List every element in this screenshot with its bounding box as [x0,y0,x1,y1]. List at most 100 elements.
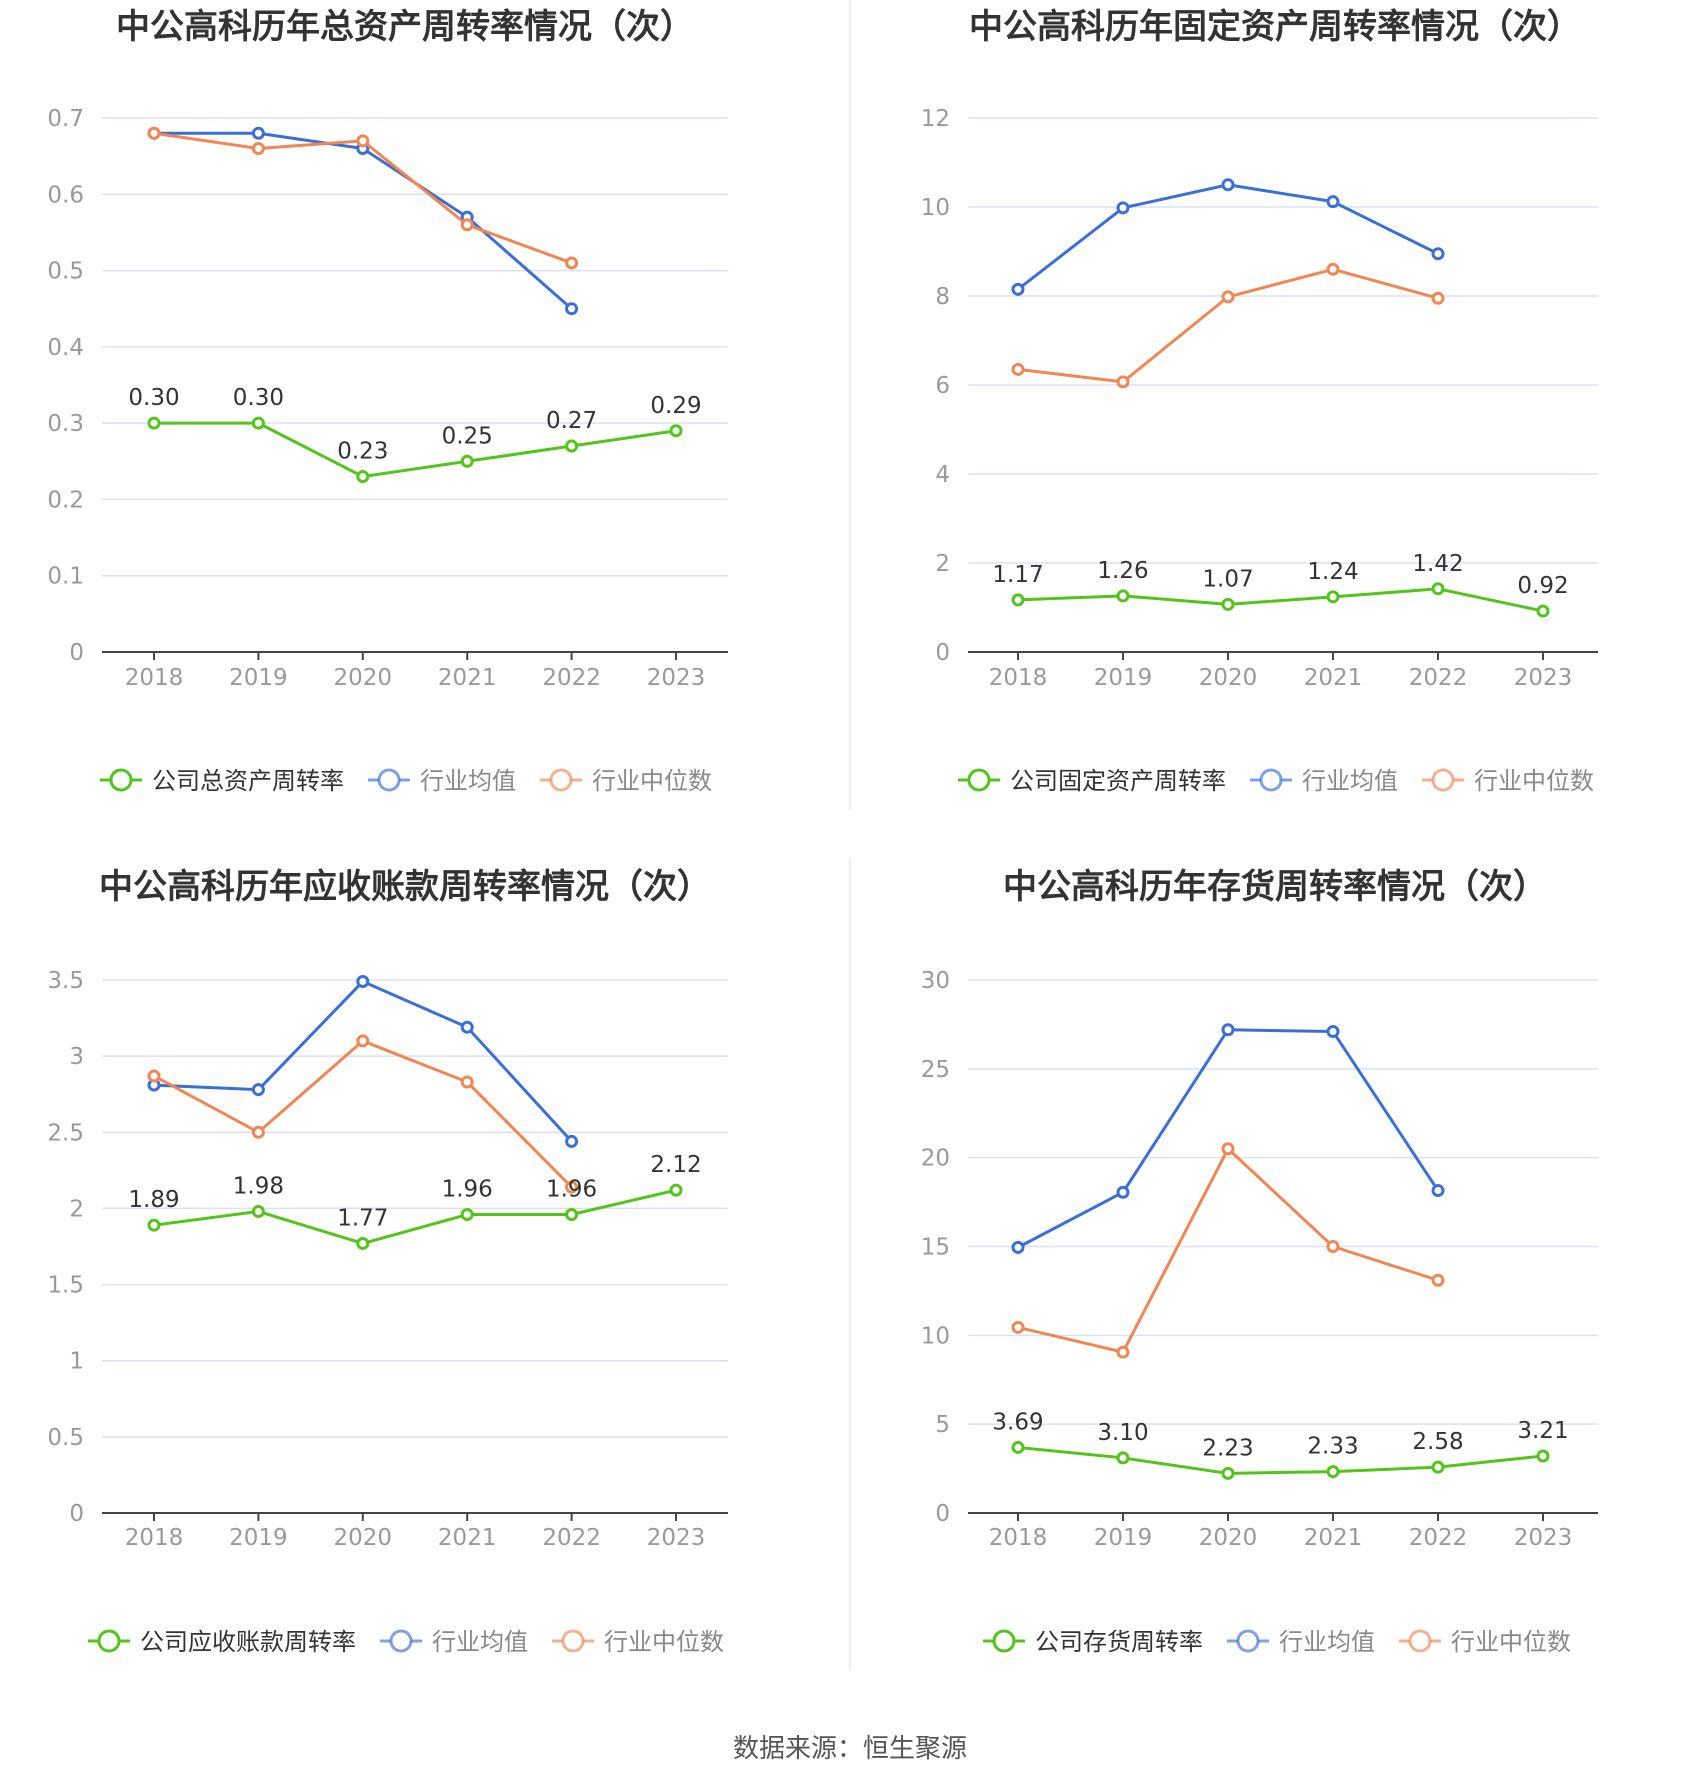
data-label: 1.96 [546,1177,597,1203]
x-tick-label: 2019 [1094,1525,1153,1551]
legend-marker [97,1629,121,1653]
data-point [1431,1460,1445,1474]
data-point [1011,593,1025,607]
data-point [147,1218,161,1232]
data-point [1221,1466,1235,1480]
series-line [153,1039,573,1189]
data-label: 1.17 [992,562,1043,588]
legend-marker [1431,768,1455,792]
data-label: 0.23 [337,439,388,465]
data-label: 1.07 [1202,566,1253,592]
legend-marker [1408,1629,1432,1653]
x-tick-label: 2020 [1199,1525,1258,1551]
x-tick-label: 2022 [542,665,601,691]
x-tick-label: 2018 [125,1525,184,1551]
data-point [1431,1184,1445,1198]
data-label: 0.30 [128,385,179,411]
data-point [356,134,370,148]
legend-label: 行业中位数 [1474,767,1594,795]
legend-marker [389,1629,413,1653]
legend-marker [549,768,573,792]
legend-item: 行业中位数 [552,1628,724,1656]
legend-label: 行业中位数 [604,1628,724,1656]
data-point [356,1236,370,1250]
data-point [1326,195,1340,209]
x-tick-label: 2023 [647,665,706,691]
data-point [1116,1451,1130,1465]
data-point [251,1083,265,1097]
y-tick-label: 30 [921,968,950,994]
x-tick-label: 2018 [989,1525,1048,1551]
data-label: 1.89 [128,1187,179,1213]
data-point [1011,1440,1025,1454]
data-point [251,1204,265,1218]
legend-label: 公司存货周转率 [1035,1628,1203,1656]
y-tick-label: 2 [69,1196,84,1222]
data-point [1011,1320,1025,1334]
x-tick-label: 2018 [989,665,1048,691]
data-point [251,126,265,140]
series-line [1017,1147,1439,1354]
series-line [1017,183,1439,291]
series-line [154,131,573,310]
data-label: 1.77 [337,1205,388,1231]
y-tick-label: 25 [921,1057,950,1083]
x-tick-label: 2020 [334,1525,393,1551]
data-point [251,1125,265,1139]
data-label: 1.98 [233,1173,284,1199]
chart-panel-1: 中公高科历年总资产周转率情况（次） 0 0.1 0.2 0.3 0.4 0.5 0.6 0.7 2… [47,7,728,795]
data-point [1431,247,1445,261]
legend-item: 行业中位数 [1399,1628,1571,1656]
legend-label: 行业中位数 [1451,1628,1571,1656]
legend-marker [967,768,991,792]
data-point [1431,291,1445,305]
data-point [460,1020,474,1034]
x-tick-label: 2022 [1409,665,1468,691]
series-line [1017,587,1544,613]
data-point [1326,590,1340,604]
y-tick-label: 0 [935,640,950,666]
series-line [153,1188,677,1245]
data-point [147,126,161,140]
y-tick-label: 0.6 [47,182,84,208]
data-label: 2.23 [1202,1435,1253,1461]
y-tick-label: 0.1 [47,564,84,590]
data-point [565,1208,579,1222]
legend-marker [992,1629,1016,1653]
legend-item: 行业中位数 [540,767,712,795]
data-point [565,1134,579,1148]
data-label: 2.58 [1412,1429,1463,1455]
data-point [1326,1465,1340,1479]
x-tick-label: 2023 [647,1525,706,1551]
data-point [669,424,683,438]
legend-label: 行业均值 [1279,1628,1375,1656]
x-tick-label: 2018 [125,665,184,691]
legend-label: 行业均值 [420,767,516,795]
data-point [251,142,265,156]
data-point [356,470,370,484]
y-tick-label: 8 [935,284,950,310]
data-point [460,218,474,232]
data-label: 1.42 [1412,551,1463,577]
data-point [1011,282,1025,296]
y-tick-label: 2.5 [47,1120,84,1146]
series-line [1017,1445,1544,1475]
data-label: 2.33 [1307,1434,1358,1460]
data-point [1116,201,1130,215]
data-point [1221,597,1235,611]
data-label: 0.92 [1517,573,1568,599]
data-point [147,1069,161,1083]
data-point [1221,1142,1235,1156]
y-tick-label: 12 [921,106,950,132]
y-tick-label: 0 [69,640,84,666]
data-point [1011,362,1025,376]
data-point [1116,375,1130,389]
data-point [460,1075,474,1089]
chart-panel-2: 中公高科历年固定资产周转率情况（次） 0 2 4 6 8 10 12 2018 2019 2020 2… [921,7,1598,795]
data-point [1431,1273,1445,1287]
data-label: 2.12 [650,1152,701,1178]
legend-item: 行业均值 [1250,767,1398,795]
x-tick-label: 2022 [1409,1525,1468,1551]
data-label: 3.69 [992,1409,1043,1435]
y-tick-label: 0.2 [47,487,84,513]
